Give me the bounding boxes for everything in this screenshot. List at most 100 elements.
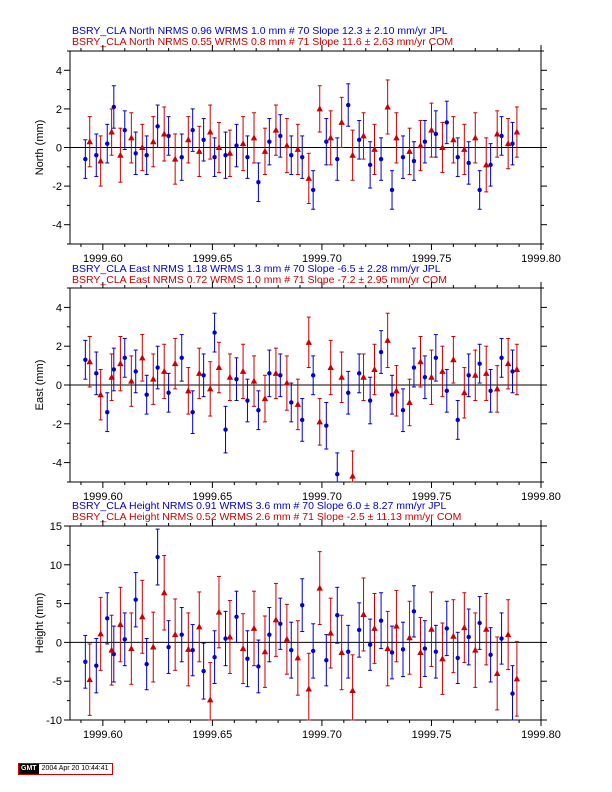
data-point [371, 365, 378, 372]
x-tick-label: 1999.80 [521, 491, 561, 503]
data-point [346, 102, 351, 108]
data-point [86, 358, 93, 365]
data-point [406, 634, 413, 641]
data-point [215, 364, 223, 371]
data-point [327, 364, 334, 371]
data-point [422, 646, 428, 651]
data-point [278, 373, 283, 378]
x-tick-label: 1999.80 [521, 729, 561, 741]
data-point [349, 687, 356, 694]
data-point [139, 613, 146, 620]
data-point [417, 648, 424, 655]
data-point [122, 127, 127, 133]
data-point [346, 390, 351, 395]
y-tick-label: 0 [56, 143, 62, 155]
data-point [94, 371, 99, 376]
data-point [393, 622, 400, 629]
data-point [349, 151, 356, 158]
data-point [139, 354, 146, 361]
legend-line: BSRY_CLA Height NRMS 0.91 WRMS 3.6 mm # … [72, 500, 447, 512]
data-point [97, 157, 104, 164]
data-point [327, 134, 334, 141]
data-point [139, 144, 146, 150]
data-point [510, 369, 515, 374]
x-tick-label: 1999.65 [193, 491, 233, 503]
data-point [185, 645, 192, 652]
data-point [510, 691, 515, 696]
data-point [504, 631, 512, 638]
data-point [117, 151, 124, 158]
data-point [226, 373, 234, 380]
data-point [108, 128, 115, 135]
data-point [439, 655, 446, 662]
data-point [338, 118, 345, 125]
data-point [450, 136, 457, 143]
data-point [212, 330, 217, 335]
data-point [488, 388, 493, 394]
data-point [327, 629, 334, 636]
data-point [316, 105, 323, 112]
data-point [477, 361, 482, 366]
data-point [86, 676, 93, 683]
data-point [239, 140, 247, 147]
data-point [513, 675, 521, 682]
data-point [483, 161, 490, 168]
data-point [283, 379, 291, 386]
data-point [393, 387, 400, 394]
data-point [190, 127, 195, 133]
data-point [504, 360, 512, 367]
data-point [133, 369, 138, 374]
data-point [493, 669, 501, 676]
data-point [97, 630, 104, 637]
data-point [207, 128, 214, 135]
data-point [190, 647, 195, 653]
data-point [433, 131, 439, 137]
data-point [338, 373, 345, 380]
data-point [444, 388, 449, 394]
data-point [272, 616, 280, 623]
data-point [450, 356, 457, 363]
data-point [122, 355, 127, 361]
y-tick-label: -4 [52, 458, 62, 470]
data-point [461, 389, 468, 396]
data-point [272, 126, 280, 133]
data-point [393, 134, 400, 141]
data-point [310, 373, 316, 378]
data-point [384, 103, 391, 110]
x-tick-label: 1999.70 [302, 253, 342, 265]
data-point [400, 154, 406, 160]
data-point [428, 625, 435, 632]
data-point [466, 634, 471, 640]
data-point [97, 391, 104, 398]
data-point [215, 608, 223, 615]
data-point [234, 143, 239, 148]
data-point [283, 635, 291, 642]
data-point [324, 139, 329, 144]
data-point [310, 648, 316, 654]
data-point [150, 375, 157, 382]
data-point [201, 668, 206, 674]
data-point [455, 154, 460, 160]
data-point [256, 408, 261, 413]
data-point [155, 365, 160, 370]
data-point [179, 355, 184, 361]
data-point [428, 373, 435, 380]
data-point [166, 390, 171, 395]
data-point [338, 648, 345, 655]
data-point [83, 659, 88, 664]
data-point [201, 137, 206, 142]
data-point [108, 373, 115, 380]
data-point [166, 644, 171, 650]
data-point [305, 338, 312, 345]
data-point [455, 417, 460, 423]
data-point [324, 423, 329, 428]
legend-line: BSRY_CLA East NRMS 0.72 WRMS 1.0 mm # 71… [72, 274, 447, 286]
data-point [161, 367, 168, 374]
data-point [444, 626, 449, 631]
y-axis-label: Height (mm) [34, 593, 46, 654]
data-point [389, 392, 395, 397]
x-tick-label: 1999.75 [412, 491, 452, 503]
data-point [499, 133, 504, 139]
x-tick-label: 1999.60 [83, 253, 123, 265]
data-point [144, 392, 149, 397]
